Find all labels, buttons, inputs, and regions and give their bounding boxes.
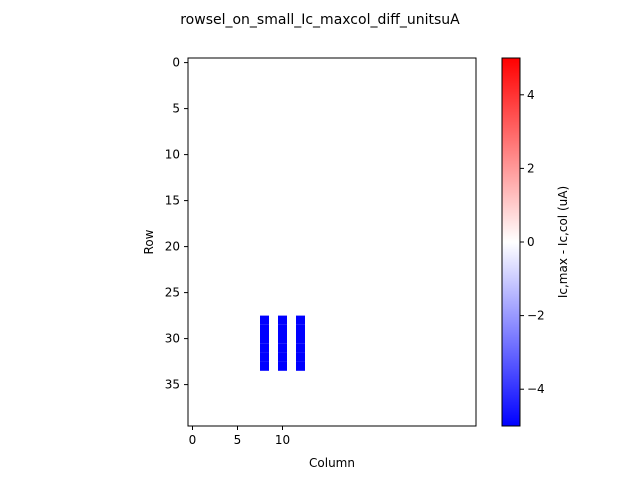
- y-axis-label: Row: [142, 229, 156, 254]
- heatmap-cell: [296, 315, 305, 325]
- plot-area: [187, 57, 477, 427]
- y-tick-label: 10: [165, 148, 180, 162]
- x-axis-ticks: 0 5 10: [189, 426, 290, 447]
- heatmap-cell: [260, 324, 269, 334]
- colorbar-tick-label: 2: [527, 161, 535, 175]
- heatmap-cell: [260, 334, 269, 344]
- colorbar-tick-label: −4: [527, 382, 545, 396]
- heatmap-cell: [278, 334, 287, 344]
- y-axis-ticks: 0 5 10 15 20 25 30 35: [165, 56, 188, 392]
- y-tick-label: 0: [172, 56, 180, 70]
- heatmap-cell: [260, 343, 269, 353]
- heatmap-cell: [296, 334, 305, 344]
- heatmap-cell: [296, 361, 305, 371]
- colorbar-tick-label: 0: [527, 235, 535, 249]
- y-tick-label: 35: [165, 378, 180, 392]
- x-tick-label: 10: [275, 433, 290, 447]
- y-tick-label: 25: [165, 286, 180, 300]
- heatmap-cell: [260, 315, 269, 325]
- heatmap-cell: [260, 352, 269, 362]
- colorbar-tick-label: 4: [527, 88, 535, 102]
- colorbar-gradient: [501, 57, 521, 427]
- y-tick-label: 15: [165, 194, 180, 208]
- heatmap-cell: [278, 315, 287, 325]
- plot-frame: [187, 57, 477, 427]
- y-tick-label: 30: [165, 332, 180, 346]
- heatmap-cell: [296, 343, 305, 353]
- y-tick-label: 5: [172, 102, 180, 116]
- heatmap-cell: [278, 361, 287, 371]
- plot-background: [188, 58, 476, 426]
- colorbar-label: Ic,max - Ic,col (uA): [556, 186, 570, 298]
- heatmap-cell: [296, 324, 305, 334]
- colorbar: −4 −2 0 2 4 Ic,max - Ic,col (uA): [501, 57, 570, 427]
- chart-title: rowsel_on_small_Ic_maxcol_diff_unitsuA: [180, 12, 460, 28]
- x-tick-label: 0: [189, 433, 197, 447]
- colorbar-ticks: −4 −2 0 2 4: [520, 88, 545, 396]
- heatmap-cell: [260, 361, 269, 371]
- colorbar-tick-label: −2: [527, 309, 545, 323]
- heatmap-cell: [296, 352, 305, 362]
- heatmap-cell: [278, 324, 287, 334]
- x-tick-label: 5: [234, 433, 242, 447]
- heatmap-cell: [278, 343, 287, 353]
- heatmap-cell: [278, 352, 287, 362]
- x-axis-label: Column: [309, 456, 355, 470]
- y-tick-label: 20: [165, 240, 180, 254]
- heatmap-cells: [260, 315, 305, 371]
